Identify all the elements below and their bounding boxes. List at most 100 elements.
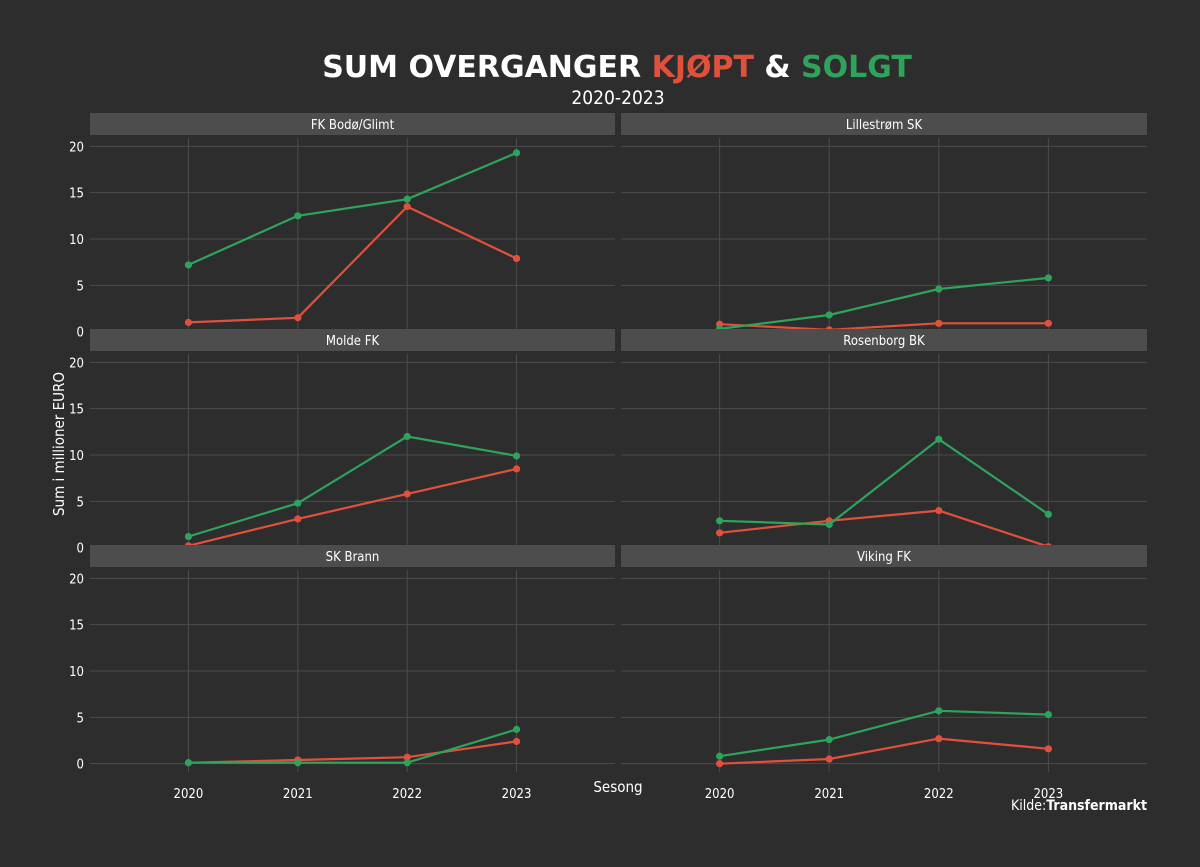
point-solgt-2020 (184, 261, 193, 269)
y-tick-label: 5 (77, 495, 84, 510)
point-solgt-2021 (294, 759, 302, 767)
point-solgt-2022 (935, 285, 943, 293)
point-solgt-2020 (184, 759, 193, 767)
title-part-ampersand: & (754, 50, 801, 85)
point-solgt-2021 (294, 212, 302, 220)
y-tick-label: 5 (77, 279, 84, 294)
point-kjopt-2022 (935, 506, 943, 515)
strip-sk-brann (90, 545, 615, 567)
point-solgt-2023 (1044, 510, 1052, 518)
point-kjopt-2022 (935, 319, 943, 327)
point-solgt-2023 (1044, 274, 1052, 282)
strip-label-viking-fk: Viking FK (857, 550, 911, 565)
point-kjopt-2023 (512, 465, 521, 473)
point-solgt-2022 (403, 432, 411, 441)
x-axis-title: Sesong (593, 778, 642, 796)
line-kjopt-molde-fk (188, 467, 517, 547)
facet-fk-bodo-glimt: FK Bodø/Glimt 0 5 10 15 20 (69, 113, 615, 341)
y-tick-label: 15 (69, 619, 84, 634)
strip-label-fk-bodo-glimt: FK Bodø/Glimt (311, 118, 395, 133)
point-kjopt-2022 (935, 735, 943, 743)
point-solgt-2022 (935, 435, 943, 443)
point-solgt-2022 (403, 759, 411, 767)
y-tick-label: 5 (77, 711, 84, 726)
x-tick-label: 2023 (502, 787, 532, 802)
x-tick-label: 2023 (1033, 787, 1063, 802)
line-kjopt-rosenborg-bk (719, 509, 1049, 548)
y-tick-label: 10 (69, 449, 84, 464)
x-tick-label: 2021 (814, 787, 844, 802)
caption-label: Kilde: (1011, 798, 1046, 814)
point-kjopt-2021 (294, 314, 302, 322)
point-solgt-2022 (403, 195, 411, 203)
facet-lillestrom-sk: Lillestrøm SK (621, 113, 1147, 340)
title-part-kjopt: KJØPT (652, 50, 755, 85)
point-kjopt-2020 (716, 760, 724, 768)
point-kjopt-2020 (716, 529, 724, 537)
point-kjopt-2023 (512, 737, 521, 746)
y-tick-label: 20 (69, 356, 84, 371)
strip-fk-bodo-glimt (90, 113, 615, 135)
caption-source: Transfermarkt (1046, 798, 1147, 814)
line-solgt-sk-brann (188, 728, 517, 764)
title-part-sum-overganger: SUM OVERGANGER (322, 50, 651, 85)
y-tick-label: 20 (69, 572, 84, 587)
y-tick-label: 0 (77, 542, 84, 557)
x-tick-label: 2021 (283, 787, 313, 802)
point-solgt-2020 (716, 517, 724, 525)
point-kjopt-2022 (403, 753, 411, 761)
strip-label-rosenborg-bk: Rosenborg BK (843, 334, 925, 349)
x-tick-label: 2022 (392, 787, 422, 802)
point-kjopt-2023 (512, 254, 521, 263)
y-axis-title: Sum i millioner EURO (50, 372, 68, 516)
chart-subtitle: 2020-2023 (571, 87, 664, 109)
x-tick-label: 2020 (174, 787, 204, 802)
y-tick-label: 10 (69, 233, 84, 248)
point-kjopt-2021 (825, 755, 833, 763)
point-solgt-2022 (935, 707, 943, 715)
point-solgt-2021 (825, 735, 833, 744)
line-solgt-fk-bodo-glimt (187, 151, 518, 266)
line-kjopt-sk-brann (188, 740, 517, 764)
line-kjopt-lillestrom-sk (719, 322, 1049, 331)
y-tick-label: 20 (69, 140, 84, 155)
y-tick-label: 15 (69, 403, 84, 418)
facet-viking-fk: Viking FK 2020 2021 2022 2023 (621, 545, 1147, 802)
strip-lillestrom-sk (621, 113, 1147, 135)
line-solgt-rosenborg-bk (719, 438, 1050, 526)
facet-molde-fk: Molde FK 0 5 10 15 20 (69, 329, 615, 557)
strip-label-lillestrom-sk: Lillestrøm SK (846, 118, 923, 133)
point-solgt-2023 (512, 149, 521, 157)
y-tick-label: 0 (77, 326, 84, 341)
line-solgt-lillestrom-sk (719, 276, 1049, 330)
title-part-solgt: SOLGT (801, 50, 912, 85)
point-solgt-2020 (184, 532, 193, 541)
point-kjopt-2022 (403, 490, 411, 498)
caption: Kilde:Transfermarkt (1011, 798, 1147, 814)
point-solgt-2023 (1044, 710, 1052, 719)
point-solgt-2021 (825, 520, 833, 529)
facet-rosenborg-bk: Rosenborg BK (621, 329, 1147, 556)
point-kjopt-2023 (1044, 319, 1052, 327)
point-solgt-2021 (294, 499, 302, 507)
point-kjopt-2020 (184, 318, 193, 326)
strip-viking-fk (621, 545, 1147, 567)
x-tick-label: 2022 (924, 787, 954, 802)
point-solgt-2023 (512, 452, 521, 460)
y-tick-label: 0 (77, 758, 84, 773)
strip-molde-fk (90, 329, 615, 351)
line-solgt-molde-fk (188, 435, 517, 538)
point-kjopt-2021 (294, 515, 302, 523)
facet-panels: FK Bodø/Glimt 0 5 10 15 20 Lillestrøm SK Molde … (69, 113, 1147, 802)
point-solgt-2023 (512, 725, 521, 733)
line-kjopt-viking-fk (719, 737, 1049, 765)
chart-title: SUM OVERGANGER KJØPT & SOLGT (322, 50, 912, 85)
point-kjopt-2023 (1044, 745, 1052, 753)
strip-label-sk-brann: SK Brann (326, 550, 380, 565)
line-kjopt-fk-bodo-glimt (188, 205, 518, 324)
point-solgt-2020 (716, 752, 724, 760)
point-kjopt-2022 (403, 202, 411, 211)
y-tick-label: 10 (69, 665, 84, 680)
point-solgt-2021 (825, 311, 833, 319)
